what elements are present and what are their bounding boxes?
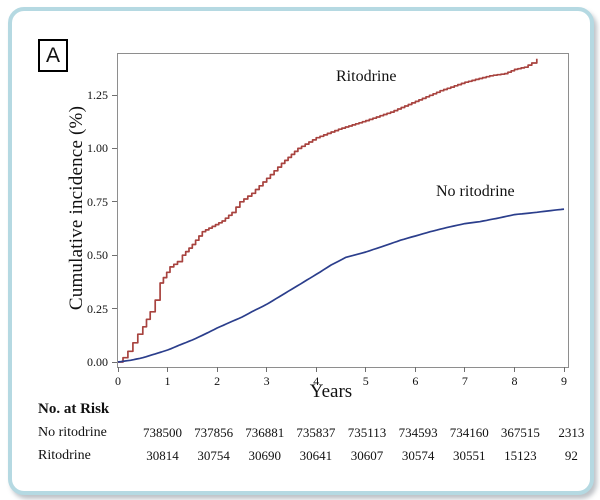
y-tick-label: 0.50	[87, 248, 108, 263]
x-tick-label: 7	[461, 373, 468, 388]
y-tick-label: 0.00	[87, 355, 108, 369]
y-tick-mark	[112, 147, 117, 149]
x-tick-mark	[513, 366, 515, 372]
risk-value: 2313	[558, 425, 585, 440]
y-tick-label: 1.00	[87, 141, 108, 156]
x-tick-label: 5	[362, 373, 369, 388]
x-tick-label: 6	[412, 373, 419, 388]
y-tick-mark	[112, 254, 117, 256]
risk-value: 30814	[146, 448, 179, 463]
plot-area	[117, 53, 569, 368]
x-tick-mark	[414, 366, 416, 372]
risk-table-title: No. at Risk	[38, 401, 110, 417]
y-tick-label: 0.75	[87, 194, 108, 209]
x-tick-mark	[464, 366, 466, 372]
risk-row-label: No ritodrine	[38, 425, 107, 440]
ritodrine-curve-label: Ritodrine	[336, 68, 397, 85]
x-tick-label: 9	[561, 373, 568, 388]
risk-value: 30754	[197, 448, 230, 463]
risk-row-values: 30814 30754 30690 30641 30607 30574 30551 15123…	[137, 448, 597, 464]
y-tick-label: 0.25	[87, 301, 108, 316]
x-tick-mark	[167, 366, 169, 372]
x-tick-mark	[563, 366, 565, 372]
no-ritodrine-curve-label: No ritodrine	[436, 183, 515, 200]
x-tick-mark	[266, 366, 268, 372]
y-tick-mark	[112, 94, 117, 96]
x-tick-label: 4	[313, 373, 320, 388]
x-tick-label: 8	[511, 373, 518, 388]
risk-value: 735837	[296, 425, 336, 440]
x-tick-label: 2	[214, 373, 221, 388]
risk-value: 15123	[504, 448, 537, 463]
y-tick-mark	[112, 308, 117, 310]
risk-value: 736881	[245, 425, 285, 440]
x-tick-mark	[216, 366, 218, 372]
risk-value: 92	[564, 448, 578, 463]
panel-label-box: A	[38, 39, 68, 72]
x-tick-mark	[365, 366, 367, 372]
x-axis-title: Years	[309, 381, 353, 402]
panel-label: A	[45, 43, 60, 67]
risk-row-values: 738500 737856 736881 735837 735113 734593 7341…	[137, 425, 597, 441]
risk-value: 30690	[248, 448, 282, 463]
y-tick-mark	[112, 201, 117, 203]
x-tick-label: 1	[164, 373, 171, 388]
x-tick-label: 0	[115, 373, 121, 388]
risk-value: 737856	[194, 425, 234, 440]
x-tick-mark	[315, 366, 317, 372]
x-tick-label: 3	[263, 373, 270, 388]
y-tick-label: 1.25	[87, 88, 108, 102]
risk-value: 738500	[143, 425, 183, 440]
risk-value: 30641	[299, 448, 333, 463]
x-tick-mark	[117, 366, 119, 372]
risk-value: 30574	[401, 448, 435, 463]
risk-value: 367515	[500, 425, 540, 440]
risk-value: 735113	[347, 425, 387, 440]
y-tick-mark	[112, 361, 117, 363]
risk-value: 30551	[452, 448, 486, 463]
risk-value: 734593	[398, 425, 438, 440]
y-axis-title: Cumulative incidence (%)	[66, 105, 87, 311]
risk-value: 30607	[350, 448, 384, 463]
risk-row-label: Ritodrine	[38, 448, 91, 463]
risk-value: 734160	[449, 425, 489, 440]
